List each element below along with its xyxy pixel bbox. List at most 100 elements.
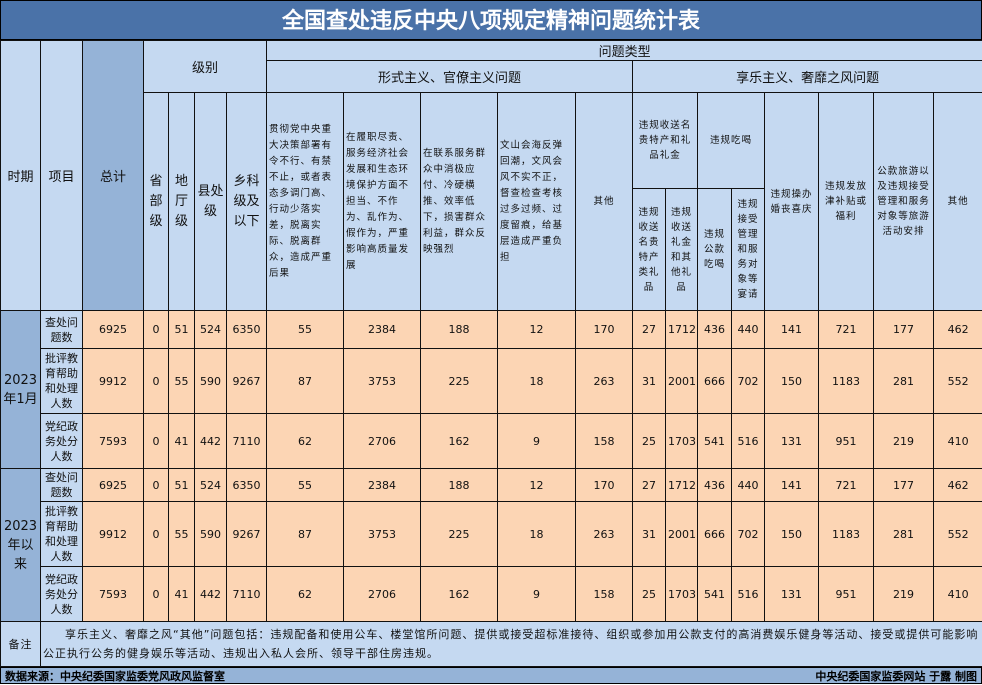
data-cell: 9912 xyxy=(83,349,144,414)
data-cell: 721 xyxy=(819,311,874,349)
header-hedonism-col: 其他 xyxy=(934,93,982,311)
data-cell: 188 xyxy=(421,311,498,349)
data-cell: 170 xyxy=(576,469,633,502)
row-item-label: 批评教育帮助和处理人数 xyxy=(41,502,83,567)
header-item: 项目 xyxy=(41,41,83,311)
row-item-label: 查处问题数 xyxy=(41,311,83,349)
header-formalism-col: 贯彻党中央重大决策部署有令不行、有禁不止，或者表态多调门高、行动少落实差，脱离实… xyxy=(267,93,344,311)
data-cell: 51 xyxy=(169,469,195,502)
data-cell: 2001 xyxy=(666,502,698,567)
data-cell: 0 xyxy=(144,311,169,349)
data-cell: 1703 xyxy=(666,567,698,622)
header-period: 时期 xyxy=(1,41,41,311)
header-hedonism-col: 公款旅游以及违规接受管理和服务对象等旅游活动安排 xyxy=(874,93,934,311)
header-hedonism-col: 违规操办婚丧喜庆 xyxy=(765,93,819,311)
data-cell: 541 xyxy=(698,567,732,622)
data-cell: 87 xyxy=(267,349,344,414)
header-formalism: 形式主义、官僚主义问题 xyxy=(267,61,633,93)
data-cell: 524 xyxy=(195,469,227,502)
data-cell: 6925 xyxy=(83,311,144,349)
header-level-col: 省部级 xyxy=(144,93,169,311)
data-cell: 281 xyxy=(874,349,934,414)
data-cell: 51 xyxy=(169,311,195,349)
data-cell: 516 xyxy=(732,414,765,469)
header-formalism-col: 在联系服务群众中消极应付、冷硬横推、效率低下，损害群众利益，群众反映强烈 xyxy=(421,93,498,311)
data-cell: 162 xyxy=(421,567,498,622)
data-cell: 55 xyxy=(267,311,344,349)
data-cell: 7110 xyxy=(227,567,267,622)
data-cell: 440 xyxy=(732,469,765,502)
data-cell: 0 xyxy=(144,349,169,414)
data-cell: 7110 xyxy=(227,414,267,469)
header-dining-group: 违规吃喝 xyxy=(698,93,765,189)
data-cell: 0 xyxy=(144,502,169,567)
header-gift-col: 违规收送名贵特产类礼品 xyxy=(633,189,666,311)
data-cell: 0 xyxy=(144,469,169,502)
data-cell: 31 xyxy=(633,502,666,567)
data-cell: 1703 xyxy=(666,414,698,469)
data-cell: 1712 xyxy=(666,469,698,502)
data-cell: 1183 xyxy=(819,502,874,567)
data-cell: 702 xyxy=(732,349,765,414)
data-cell: 219 xyxy=(874,414,934,469)
data-cell: 951 xyxy=(819,414,874,469)
data-cell: 9912 xyxy=(83,502,144,567)
data-cell: 25 xyxy=(633,414,666,469)
data-cell: 2001 xyxy=(666,349,698,414)
data-cell: 141 xyxy=(765,311,819,349)
row-item-label: 查处问题数 xyxy=(41,469,83,502)
data-cell: 9267 xyxy=(227,349,267,414)
data-cell: 552 xyxy=(934,502,982,567)
data-cell: 951 xyxy=(819,567,874,622)
data-cell: 12 xyxy=(498,311,576,349)
data-cell: 2384 xyxy=(344,311,421,349)
data-cell: 666 xyxy=(698,349,732,414)
data-cell: 6350 xyxy=(227,311,267,349)
data-cell: 436 xyxy=(698,469,732,502)
data-cell: 6350 xyxy=(227,469,267,502)
header-dining-col: 违规接受管理和服务对象等宴请 xyxy=(732,189,765,311)
data-cell: 2384 xyxy=(344,469,421,502)
data-cell: 9267 xyxy=(227,502,267,567)
data-cell: 18 xyxy=(498,349,576,414)
data-cell: 440 xyxy=(732,311,765,349)
data-cell: 436 xyxy=(698,311,732,349)
header-hedonism: 享乐主义、奢靡之风问题 xyxy=(633,61,982,93)
header-formalism-col: 在履职尽责、服务经济社会发展和生态环境保护方面不担当、不作为、乱作为、假作为，严… xyxy=(344,93,421,311)
data-cell: 666 xyxy=(698,502,732,567)
header-level-col: 县处级 xyxy=(195,93,227,311)
period-label: 2023年1月 xyxy=(1,311,41,469)
row-item-label: 批评教育帮助和处理人数 xyxy=(41,349,83,414)
data-cell: 131 xyxy=(765,567,819,622)
data-cell: 27 xyxy=(633,311,666,349)
header-hedonism-col: 违规发放津补贴或福利 xyxy=(819,93,874,311)
data-cell: 590 xyxy=(195,349,227,414)
data-cell: 62 xyxy=(267,414,344,469)
data-cell: 2706 xyxy=(344,567,421,622)
data-cell: 541 xyxy=(698,414,732,469)
data-source: 数据来源：中央纪委国家监委党风政风监督室 xyxy=(5,668,225,683)
data-cell: 524 xyxy=(195,311,227,349)
data-cell: 131 xyxy=(765,414,819,469)
data-cell: 162 xyxy=(421,414,498,469)
data-cell: 442 xyxy=(195,414,227,469)
data-cell: 702 xyxy=(732,502,765,567)
data-cell: 188 xyxy=(421,469,498,502)
header-problem-type: 问题类型 xyxy=(267,41,982,61)
data-cell: 281 xyxy=(874,502,934,567)
data-cell: 177 xyxy=(874,469,934,502)
data-cell: 18 xyxy=(498,502,576,567)
data-cell: 263 xyxy=(576,349,633,414)
header-formalism-col: 其他 xyxy=(576,93,633,311)
data-cell: 516 xyxy=(732,567,765,622)
data-cell: 410 xyxy=(934,567,982,622)
data-cell: 410 xyxy=(934,414,982,469)
data-cell: 158 xyxy=(576,567,633,622)
data-cell: 150 xyxy=(765,502,819,567)
data-cell: 150 xyxy=(765,349,819,414)
data-cell: 55 xyxy=(169,349,195,414)
